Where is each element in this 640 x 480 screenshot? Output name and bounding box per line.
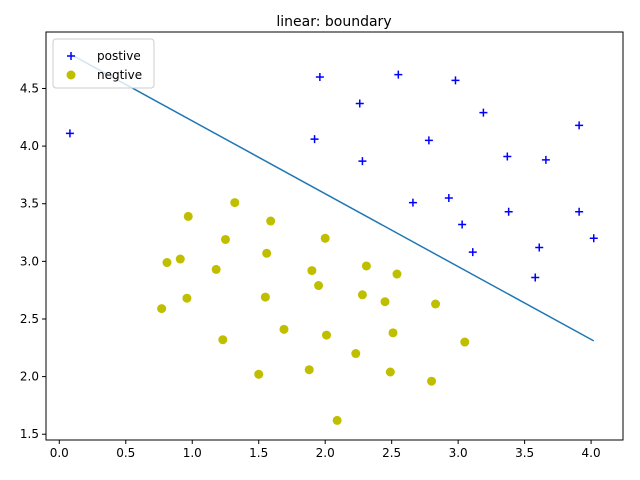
y-tick-label: 3.0 [20,254,39,268]
y-tick-label: 4.5 [20,81,39,95]
negtive-point [460,337,470,347]
negtive-point [351,349,361,359]
legend-label-negtive: negtive [97,68,142,82]
negtive-point [183,211,193,221]
axes-frame [45,31,624,441]
legend: postive negtive [52,38,155,89]
chart-title: linear: boundary [276,14,391,30]
negtive-point [262,248,272,258]
negtive-point [332,415,342,425]
negtive-point [427,376,437,386]
x-axis: 0.0 0.5 1.0 1.5 2.0 2.5 3.0 3.5 4.0 [50,440,601,460]
negtive-point [175,254,185,264]
postive-point [394,70,403,79]
x-tick-label: 0.0 [50,446,69,460]
negtive-point [254,369,264,379]
negtive-point [388,328,398,338]
negtive-point [314,281,324,291]
postive-point [531,273,540,282]
negtive-point [380,297,390,307]
x-tick-label: 4.0 [582,446,601,460]
y-axis: 1.5 2.0 2.5 3.0 3.5 4.0 4.5 [20,81,46,441]
plot-area [65,53,598,425]
negtive-point [182,293,192,303]
y-tick-label: 1.5 [20,427,39,441]
x-tick-label: 2.0 [316,446,335,460]
postive-point [535,243,544,252]
postive-point [451,76,460,85]
negtive-point [385,367,395,377]
negtive-point [157,304,167,314]
postive-point [541,155,550,164]
boundary-line [69,53,595,342]
negtive-point [431,299,441,309]
postive-point [575,121,584,130]
x-tick-label: 3.0 [449,446,468,460]
negtive-point [357,290,367,300]
legend-box [52,38,155,89]
negtive-point [260,292,270,302]
negtive-point [220,234,230,244]
negtive-point [218,335,228,345]
x-tick-label: 2.5 [382,446,401,460]
postive-point [444,193,453,202]
y-tick-label: 4.0 [20,139,39,153]
postive-point [504,207,513,216]
x-tick-label: 0.5 [116,446,135,460]
postive-point [589,234,598,243]
negtive-point [266,216,276,226]
y-tick-label: 2.0 [20,370,39,384]
x-tick-label: 3.5 [515,446,534,460]
postive-point [424,136,433,145]
negtive-point [392,269,402,279]
postive-point [355,99,364,108]
negtive-point [320,233,330,243]
negtive-point [304,365,314,375]
negtive-point [211,264,221,274]
y-tick-label: 2.5 [20,312,39,326]
negtive-point [279,324,289,334]
negtive-point [230,198,240,208]
negtive-point [162,258,172,268]
legend-label-postive: postive [97,49,141,63]
legend-marker-circle-icon [66,70,76,80]
negtive-point [322,330,332,340]
x-tick-label: 1.0 [183,446,202,460]
x-tick-label: 1.5 [249,446,268,460]
postive-point [315,72,324,81]
legend-marker-plus-icon [67,52,75,60]
postive-point [408,198,417,207]
negtive-point [361,261,371,271]
legend-entry-postive: postive [67,49,141,63]
postive-point [575,207,584,216]
postive-point [358,157,367,166]
postive-point [503,152,512,161]
postive-point [468,248,477,257]
legend-entry-negtive: negtive [66,68,142,82]
postive-point [458,220,467,229]
postive-point [65,129,74,138]
negtive-point [307,266,317,276]
y-tick-label: 3.5 [20,197,39,211]
postive-point [310,135,319,144]
postive-point [479,108,488,117]
